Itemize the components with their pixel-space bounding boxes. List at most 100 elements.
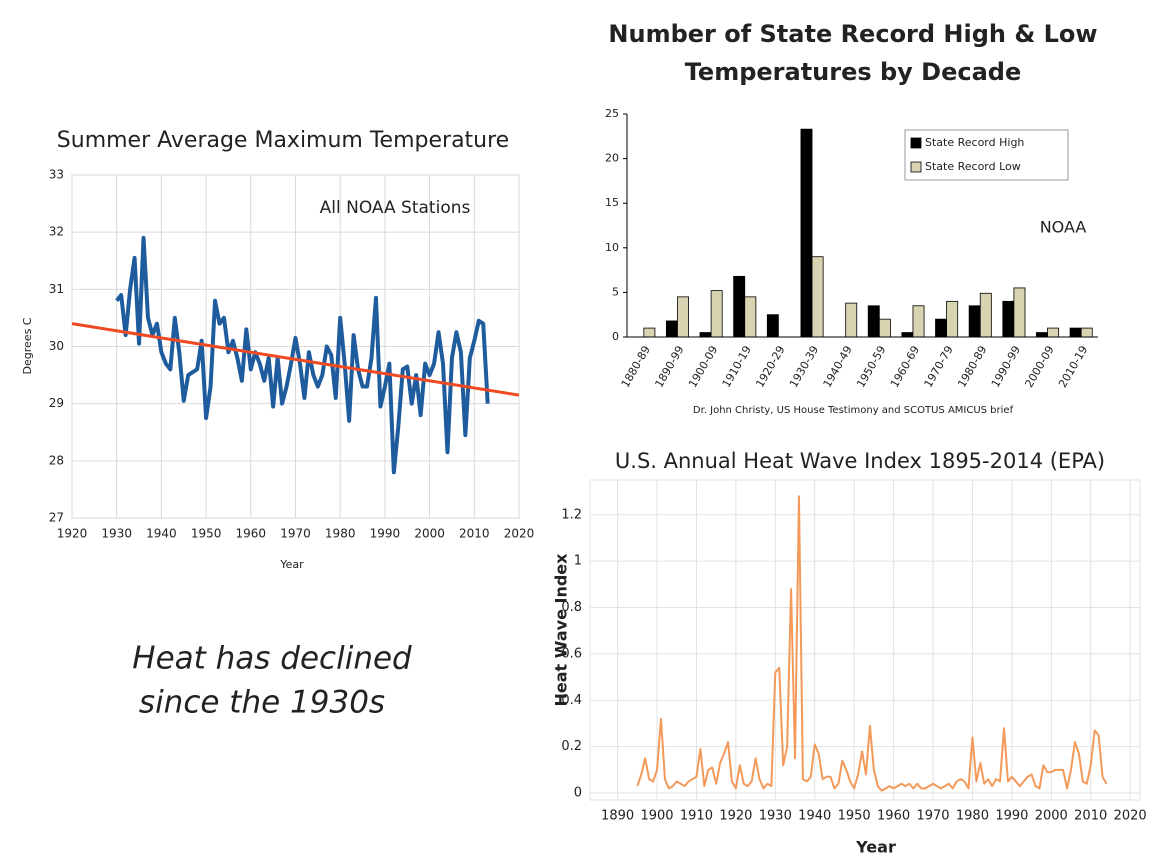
y-tick-label: 0 [574, 786, 582, 801]
bar [677, 296, 689, 338]
chart-title: Temperatures by Decade [685, 58, 1022, 86]
bar [733, 275, 746, 338]
x-tick-label: 1900-09 [686, 344, 720, 390]
bar [968, 305, 981, 338]
x-tick-label: 1950 [191, 527, 222, 541]
bar [744, 296, 757, 338]
bar [1036, 332, 1048, 338]
bar [867, 305, 880, 338]
x-tick-label: 1970 [916, 809, 949, 824]
x-tick-label: 2010-19 [1056, 344, 1090, 390]
x-tick-label: 1920-29 [753, 344, 787, 390]
x-tick-label: 1960 [877, 809, 910, 824]
x-tick-label: 1970 [280, 527, 311, 541]
x-tick-label: 1980 [956, 809, 989, 824]
bar [699, 332, 712, 338]
x-tick-label: 1960 [236, 527, 267, 541]
x-tick-label: 1940 [798, 809, 831, 824]
bar [766, 314, 779, 338]
y-tick-label: 1.2 [561, 507, 582, 522]
x-tick-label: 1920 [719, 809, 752, 824]
chart-title: Summer Average Maximum Temperature [57, 128, 509, 153]
data-line [115, 235, 490, 475]
legend-label: State Record Low [925, 160, 1021, 173]
bar [1080, 327, 1093, 338]
bar [1069, 327, 1082, 338]
bar [901, 332, 914, 338]
y-tick-label: 0.4 [561, 693, 582, 708]
x-tick-label: 1900 [640, 809, 673, 824]
y-tick-label: 15 [605, 196, 619, 209]
x-tick-label: 1930-39 [787, 344, 821, 390]
bar [1013, 287, 1026, 338]
y-tick-label: 32 [49, 225, 64, 239]
y-tick-label: 10 [605, 241, 619, 254]
caption: since the 1930s [139, 685, 385, 721]
bar [665, 320, 678, 338]
legend-swatch [910, 161, 922, 173]
annotation: NOAA [1040, 218, 1087, 237]
y-tick-label: 28 [49, 453, 64, 467]
x-tick-label: 1940-49 [821, 344, 855, 390]
bar [811, 256, 824, 338]
x-tick-label: 1910-19 [720, 344, 754, 390]
y-tick-label: 1 [574, 554, 582, 569]
x-tick-label: 1990 [995, 809, 1028, 824]
x-tick-label: 1890-99 [652, 344, 686, 390]
x-tick-label: 1990 [370, 527, 401, 541]
x-tick-label: 1980-89 [955, 344, 989, 390]
y-axis-label: Degrees C [21, 317, 34, 374]
y-tick-label: 0.2 [561, 739, 582, 754]
x-tick-label: 1920 [57, 527, 88, 541]
data-line [71, 322, 520, 397]
bar [800, 128, 813, 338]
y-axis-label: Heat Wave Index [552, 553, 571, 707]
bar [1047, 327, 1060, 338]
y-tick-label: 31 [49, 282, 64, 296]
bar [946, 300, 959, 338]
y-tick-label: 30 [49, 339, 64, 353]
bar [878, 318, 891, 338]
x-tick-label: 1930 [101, 527, 132, 541]
chart-title: Number of State Record High & Low [608, 20, 1097, 48]
x-axis-label: Year [279, 558, 304, 571]
x-tick-label: 1950-59 [854, 344, 888, 390]
x-tick-label: 1960-69 [888, 344, 922, 390]
legend-box [904, 129, 1069, 181]
y-tick-label: 0.8 [561, 600, 582, 615]
x-tick-label: 2000-09 [1022, 344, 1056, 390]
bar [979, 292, 992, 338]
x-tick-label: 2000 [414, 527, 445, 541]
y-tick-label: 20 [605, 152, 619, 165]
legend-label: State Record High [925, 136, 1024, 149]
x-tick-label: 1990-99 [989, 343, 1023, 389]
x-tick-label: 1980 [325, 527, 356, 541]
bar [845, 302, 858, 338]
y-tick-label: 33 [49, 168, 64, 182]
x-tick-label: 1930 [759, 809, 792, 824]
x-axis-label: Year [855, 838, 896, 857]
x-tick-label: 1910 [680, 809, 713, 824]
bar [710, 290, 723, 338]
y-tick-label: 0.6 [561, 646, 582, 661]
y-tick-label: 5 [612, 285, 619, 298]
plot-area [589, 479, 1141, 801]
legend-swatch [910, 137, 922, 149]
chart-title: U.S. Annual Heat Wave Index 1895-2014 (E… [615, 449, 1105, 473]
caption: Heat has declined [132, 641, 412, 677]
x-tick-label: 1890 [601, 809, 634, 824]
x-tick-label: 2020 [1114, 809, 1147, 824]
x-tick-label: 2020 [504, 527, 535, 541]
x-tick-label: 1970-79 [922, 344, 956, 390]
data-line [636, 495, 1108, 792]
x-tick-label: 2010 [459, 527, 490, 541]
x-tick-label: 1950 [838, 809, 871, 824]
bar [1002, 300, 1015, 338]
bar [935, 318, 948, 338]
bar [912, 305, 925, 338]
y-tick-label: 0 [612, 330, 619, 343]
x-tick-label: 2010 [1074, 809, 1107, 824]
y-tick-label: 29 [49, 396, 64, 410]
credit: Dr. John Christy, US House Testimony and… [693, 405, 1014, 416]
